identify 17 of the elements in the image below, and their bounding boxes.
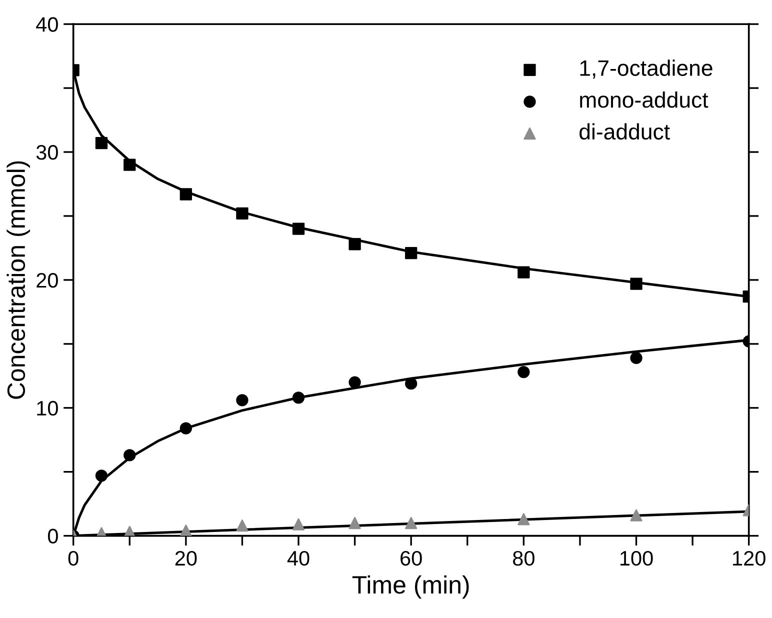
legend-label: 1,7-octadiene: [580, 60, 712, 79]
x-tick-label: 80: [512, 550, 534, 566]
x-axis-title: Time (min): [352, 575, 469, 599]
legend-label: di-adduct: [580, 123, 670, 140]
x-tick-label: 0: [68, 550, 78, 566]
y-tick-label: 20: [36, 272, 58, 288]
y-tick-label: 0: [48, 528, 58, 544]
legend-label: mono-adduct: [580, 91, 708, 108]
y-axis-title: Concentration (mmol): [6, 161, 30, 399]
x-tick-label: 40: [287, 550, 310, 566]
y-tick-label: 10: [37, 400, 58, 416]
x-tick-label: 60: [400, 550, 422, 566]
y-tick-label: 40: [36, 17, 58, 32]
x-tick-label: 100: [620, 550, 653, 566]
x-tick-label: 20: [175, 550, 197, 566]
x-tick-label: 120: [733, 550, 766, 566]
y-tick-label: 30: [36, 145, 58, 160]
